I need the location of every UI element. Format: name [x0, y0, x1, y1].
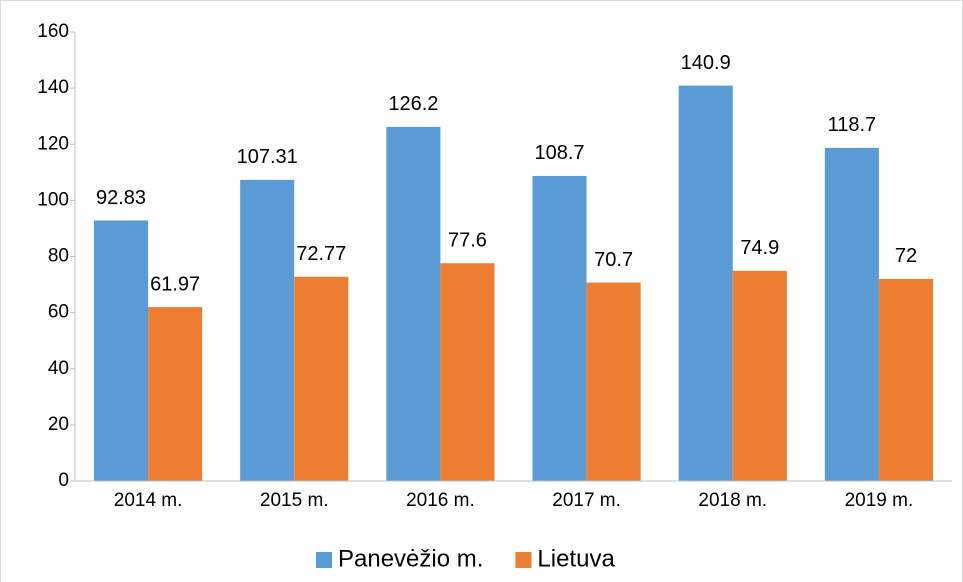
value-label: 74.9 [740, 237, 779, 259]
y-tick-label: 120 [37, 133, 69, 154]
y-tick-label: 0 [58, 470, 69, 491]
legend-label: Panevėžio m. [338, 545, 483, 572]
bar [148, 307, 203, 481]
x-tick-label: 2016 m. [406, 490, 475, 511]
value-label: 118.7 [828, 114, 877, 136]
bar [732, 270, 787, 481]
x-tick-label: 2015 m. [260, 490, 329, 511]
bar [532, 175, 587, 481]
bar [824, 147, 879, 481]
legend-swatch [515, 552, 532, 568]
value-label: 70.7 [594, 249, 633, 271]
bar [386, 126, 441, 481]
x-tick-label: 2014 m. [114, 490, 183, 511]
bar [294, 276, 349, 481]
x-tick-label: 2017 m. [552, 490, 621, 511]
value-label: 92.83 [96, 187, 146, 209]
value-label: 108.7 [535, 142, 585, 164]
value-label: 61.97 [150, 273, 200, 295]
y-tick-label: 80 [48, 246, 69, 267]
legend-swatch [316, 552, 332, 568]
value-label: 107.31 [237, 146, 298, 168]
value-label: 126.2 [388, 93, 438, 115]
bar [440, 263, 495, 481]
value-label: 72.77 [296, 243, 346, 265]
value-label: 140.9 [681, 52, 731, 74]
x-tick-label: 2019 m. [845, 490, 914, 511]
y-tick-label: 40 [48, 358, 69, 379]
bar [878, 278, 933, 481]
value-label: 77.6 [448, 230, 487, 252]
bar [94, 220, 149, 481]
bar [678, 85, 733, 482]
bar [586, 282, 641, 481]
value-label: 72 [895, 245, 917, 267]
x-tick-label: 2018 m. [698, 490, 767, 511]
y-tick-label: 100 [37, 189, 69, 210]
y-tick-label: 60 [48, 302, 69, 323]
bar [240, 179, 295, 481]
legend-label: Lietuva [537, 545, 615, 572]
y-tick-label: 140 [37, 77, 69, 98]
y-tick-label: 160 [37, 21, 69, 42]
y-tick-label: 20 [48, 414, 69, 435]
